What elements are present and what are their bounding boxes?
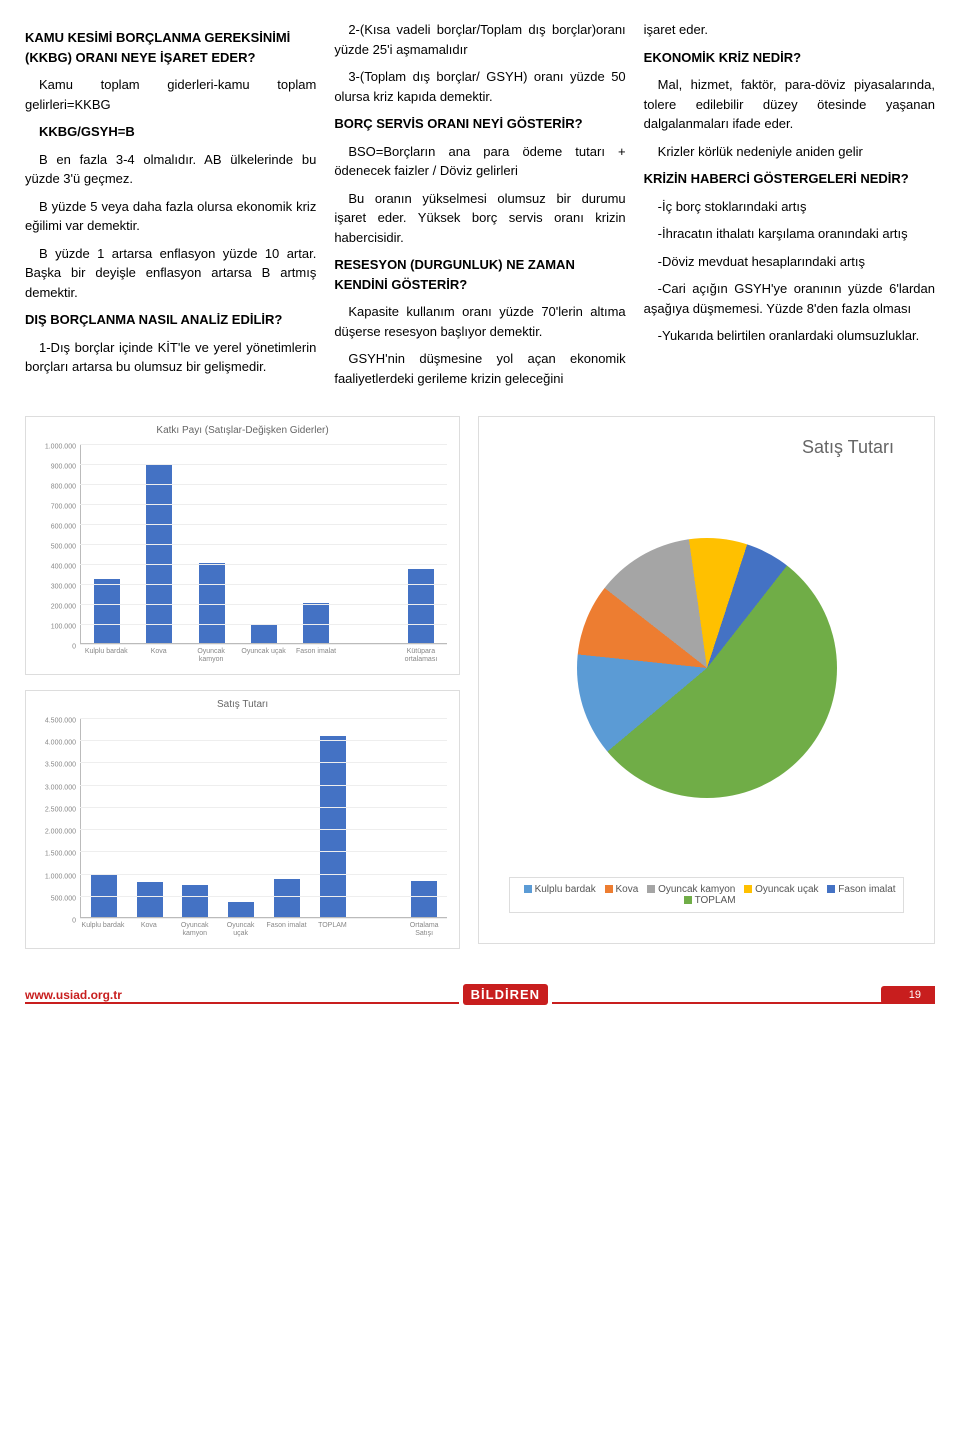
bar-chart-1: Katkı Payı (Satışlar-Değişken Giderler) …	[25, 416, 460, 675]
paragraph: Kamu toplam giderleri-kamu toplam gelirl…	[25, 75, 316, 114]
paragraph: -İç borç stoklarındaki artış	[644, 197, 935, 217]
heading: RESESYON (DURGUNLUK) NE ZAMAN KENDİNİ GÖ…	[334, 255, 625, 294]
heading: EKONOMİK KRİZ NEDİR?	[644, 48, 935, 68]
left-charts: Katkı Payı (Satışlar-Değişken Giderler) …	[25, 416, 460, 949]
paragraph: -Döviz mevduat hesaplarındaki artış	[644, 252, 935, 272]
paragraph: BSO=Borçların ana para ödeme tutarı + öd…	[334, 142, 625, 181]
paragraph: KKBG/GSYH=B	[25, 122, 316, 142]
paragraph: B yüzde 5 veya daha fazla olursa ekonomi…	[25, 197, 316, 236]
paragraph: Krizler körlük nedeniyle aniden gelir	[644, 142, 935, 162]
paragraph: -Cari açığın GSYH'ye oranının yüzde 6'la…	[644, 279, 935, 318]
text-columns: KAMU KESİMİ BORÇLANMA GEREKSİNİMİ (KKBG)…	[25, 20, 935, 396]
paragraph: Bu oranın yükselmesi olumsuz bir durumu …	[334, 189, 625, 248]
chart-title: Satış Tutarı	[489, 437, 924, 458]
page-number: 19	[881, 986, 935, 1004]
chart-title: Satış Tutarı	[32, 699, 453, 710]
column-3: işaret eder. EKONOMİK KRİZ NEDİR? Mal, h…	[644, 20, 935, 396]
pie-chart-container: Satış Tutarı Kulplu bardak Kova Oyuncak …	[478, 416, 935, 949]
bar-chart-2: Satış Tutarı 0500.0001.000.0001.500.0002…	[25, 690, 460, 949]
chart-title: Katkı Payı (Satışlar-Değişken Giderler)	[32, 425, 453, 436]
paragraph: GSYH'nin düşmesine yol açan ekonomik faa…	[334, 349, 625, 388]
heading: DIŞ BORÇLANMA NASIL ANALİZ EDİLİR?	[25, 310, 316, 330]
paragraph: -İhracatın ithalatı karşılama oranındaki…	[644, 224, 935, 244]
pie-graphic	[577, 538, 837, 798]
page: KAMU KESİMİ BORÇLANMA GEREKSİNİMİ (KKBG)…	[0, 0, 960, 959]
paragraph: 3-(Toplam dış borçlar/ GSYH) oranı yüzde…	[334, 67, 625, 106]
paragraph: -Yukarıda belirtilen oranlardaki olumsuz…	[644, 326, 935, 346]
heading: KAMU KESİMİ BORÇLANMA GEREKSİNİMİ (KKBG)…	[25, 28, 316, 67]
paragraph: Mal, hizmet, faktör, para-döviz piyasala…	[644, 75, 935, 134]
footer: www.usiad.org.tr BİLDİREN 19	[0, 984, 960, 1017]
paragraph: Kapasite kullanım oranı yüzde 70'lerin a…	[334, 302, 625, 341]
column-2: 2-(Kısa vadeli borçlar/Toplam dış borçla…	[334, 20, 625, 396]
logo-text: BİLDİREN	[463, 984, 548, 1005]
footer-logo: BİLDİREN	[459, 984, 552, 1005]
paragraph: 2-(Kısa vadeli borçlar/Toplam dış borçla…	[334, 20, 625, 59]
bar-chart-plot: 0500.0001.000.0001.500.0002.000.0002.500…	[32, 714, 453, 944]
paragraph: işaret eder.	[644, 20, 935, 40]
column-1: KAMU KESİMİ BORÇLANMA GEREKSİNİMİ (KKBG)…	[25, 20, 316, 396]
bar-chart-plot: 0100.000200.000300.000400.000500.000600.…	[32, 440, 453, 670]
pie-legend: Kulplu bardak Kova Oyuncak kamyon Oyunca…	[509, 877, 904, 913]
heading: KRİZİN HABERCİ GÖSTERGELERİ NEDİR?	[644, 169, 935, 189]
paragraph: 1-Dış borçlar içinde KİT'le ve yerel yön…	[25, 338, 316, 377]
footer-url: www.usiad.org.tr	[25, 988, 130, 1002]
paragraph: B en fazla 3-4 olmalıdır. AB ülkelerinde…	[25, 150, 316, 189]
paragraph: B yüzde 1 artarsa enflasyon yüzde 10 art…	[25, 244, 316, 303]
pie-wrap	[489, 458, 924, 877]
heading: BORÇ SERVİS ORANI NEYİ GÖSTERİR?	[334, 114, 625, 134]
pie-chart: Satış Tutarı Kulplu bardak Kova Oyuncak …	[478, 416, 935, 944]
charts-row: Katkı Payı (Satışlar-Değişken Giderler) …	[25, 416, 935, 949]
